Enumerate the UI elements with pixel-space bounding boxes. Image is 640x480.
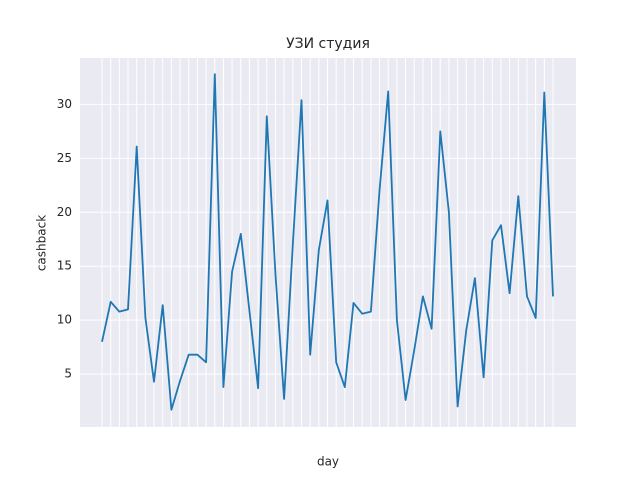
y-tick-label: 30 (57, 97, 72, 111)
y-axis-label: cashback (35, 215, 49, 271)
y-tick-label: 10 (57, 313, 72, 327)
y-tick-label: 25 (57, 151, 72, 165)
y-tick-label: 15 (57, 259, 72, 273)
y-tick-label: 20 (57, 205, 72, 219)
y-tick-label: 5 (64, 367, 72, 381)
chart-title: УЗИ студия (286, 36, 370, 52)
line-series (101, 73, 554, 411)
x-axis-label: day (317, 455, 339, 469)
